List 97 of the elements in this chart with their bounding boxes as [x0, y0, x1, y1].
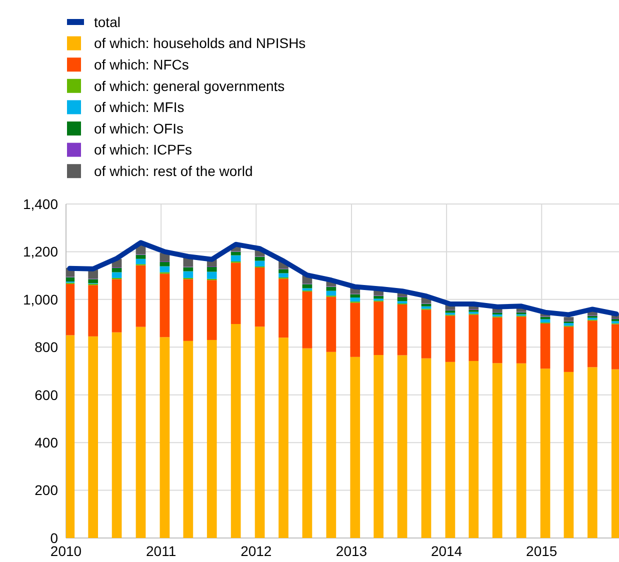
bar [326, 296, 336, 352]
bar [112, 332, 122, 538]
bar [136, 265, 146, 327]
bar [350, 298, 360, 302]
bar [136, 258, 146, 264]
bar [468, 314, 479, 361]
bar [564, 317, 574, 321]
bar [421, 358, 432, 538]
y-tick-label: 1,400 [22, 196, 58, 212]
bar [136, 254, 146, 259]
bar [254, 256, 265, 261]
x-tick-label: 2010 [50, 543, 82, 559]
bar [160, 337, 170, 538]
bar [540, 368, 550, 538]
bar [350, 302, 360, 357]
bar [88, 336, 98, 538]
bar [397, 355, 408, 538]
y-tick-label: 200 [34, 482, 58, 498]
bar [66, 284, 75, 336]
bar [397, 304, 408, 356]
bar [66, 277, 75, 282]
bar [445, 316, 456, 362]
bar [206, 280, 217, 340]
bar [564, 323, 574, 326]
y-tick-label: 800 [34, 339, 58, 356]
bar [588, 367, 598, 538]
bar [445, 310, 456, 313]
bar [326, 286, 336, 291]
bar [183, 271, 194, 278]
bar [302, 292, 312, 348]
bar [540, 319, 550, 323]
bar [564, 326, 574, 372]
bar [350, 294, 360, 298]
y-tick-label: 1,000 [22, 291, 58, 308]
y-tick-label: 1,200 [22, 244, 58, 260]
bar [183, 267, 194, 272]
legend-label: total [94, 14, 120, 30]
bar [112, 279, 122, 332]
bar [206, 340, 217, 538]
legend-label: of which: ICPFs [94, 142, 192, 158]
bar [183, 340, 194, 538]
bar [374, 355, 384, 538]
legend-label: of which: rest of the world [94, 163, 253, 179]
bar [136, 326, 146, 538]
bar [492, 363, 502, 538]
legend-label: of which: OFIs [94, 120, 184, 136]
bar [230, 262, 241, 324]
bar [254, 267, 265, 327]
bar [468, 360, 479, 538]
bar [516, 363, 526, 538]
x-tick-label: 2012 [240, 543, 272, 559]
bar [516, 316, 526, 364]
bar [278, 278, 288, 338]
bar [254, 326, 265, 538]
bar [254, 260, 265, 267]
legend-label: of which: NFCs [94, 56, 189, 72]
bar [112, 268, 122, 272]
x-tick-label: 2011 [146, 543, 176, 559]
bar [302, 288, 312, 291]
x-tick-label: 2014 [430, 543, 462, 559]
bar [206, 266, 217, 272]
bar [374, 302, 384, 356]
bar [302, 284, 312, 288]
y-tick-label: 0 [50, 530, 58, 546]
bar [421, 304, 432, 306]
bar [564, 372, 574, 538]
legend-label: of which: households and NPISHs [94, 35, 306, 52]
bar [230, 255, 241, 262]
bar [183, 279, 194, 341]
y-tick-label: 400 [34, 434, 58, 450]
bar [278, 338, 288, 538]
bar [278, 269, 288, 274]
bar [326, 352, 336, 538]
bar [421, 310, 432, 358]
y-tick-label: 600 [34, 386, 58, 403]
x-tick-label: 2013 [336, 543, 368, 559]
legend-label: of which: general governments [94, 78, 285, 94]
bar [302, 348, 312, 538]
bar [230, 324, 241, 538]
bar [206, 272, 217, 279]
bar [230, 252, 241, 256]
bar [66, 335, 75, 538]
x-tick-label: 2015 [526, 543, 558, 559]
bar [540, 324, 550, 369]
bar [588, 320, 598, 368]
bar [492, 317, 502, 364]
bar [112, 272, 122, 278]
bar [278, 273, 288, 278]
bar [160, 262, 170, 266]
legend-label: of which: MFIs [94, 99, 184, 116]
bar [445, 362, 456, 538]
bar [397, 297, 408, 302]
bar [88, 279, 98, 284]
bar [350, 356, 360, 538]
bar [160, 274, 170, 338]
bar [88, 285, 98, 336]
bar [326, 290, 336, 296]
